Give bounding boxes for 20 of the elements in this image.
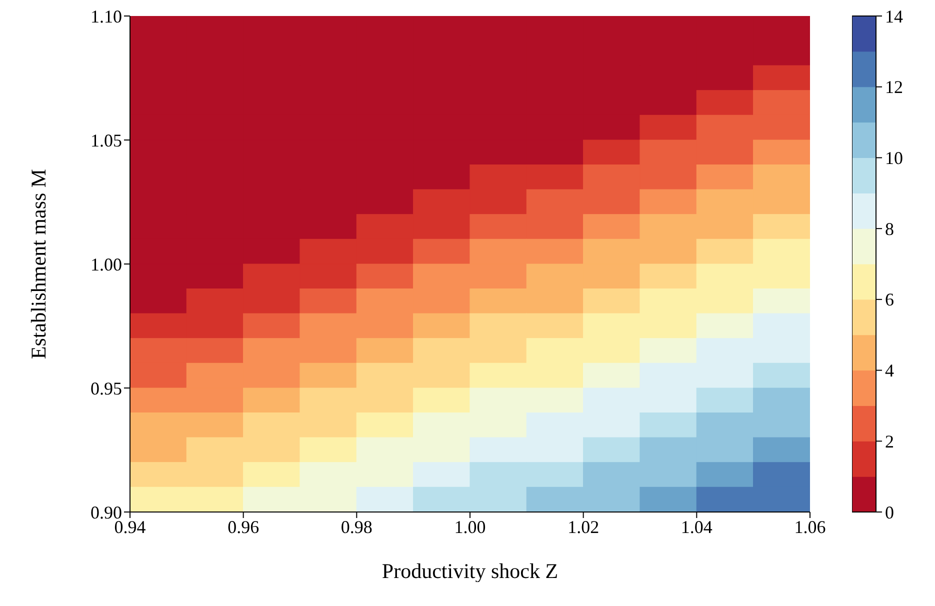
x-tick-label: 1.02 — [568, 516, 600, 537]
x-tick-label: 1.06 — [794, 516, 826, 537]
color-bar-label: 4 — [885, 360, 894, 381]
color-bar-label: 2 — [885, 431, 894, 452]
x-tick-label: 1.00 — [454, 516, 486, 537]
color-bar-label: 12 — [885, 77, 903, 98]
color-bar-label: 6 — [885, 290, 894, 310]
y-tick-label: 0.90 — [90, 502, 122, 522]
y-tick-label: 0.95 — [90, 378, 122, 398]
color-bar-label: 14 — [885, 6, 903, 26]
y-axis-title: Establishment mass M — [26, 168, 50, 360]
x-tick-label: 1.04 — [680, 516, 712, 537]
x-tick-label: 0.98 — [340, 516, 372, 537]
x-tick-label: 0.96 — [228, 516, 260, 537]
y-tick-label: 1.05 — [90, 130, 122, 150]
color-bar-label: 10 — [885, 148, 903, 168]
color-bar-label: 0 — [885, 502, 894, 522]
color-bar-label: 8 — [885, 218, 894, 239]
y-tick-label: 1.00 — [90, 254, 122, 274]
y-tick-label: 1.10 — [90, 6, 122, 26]
